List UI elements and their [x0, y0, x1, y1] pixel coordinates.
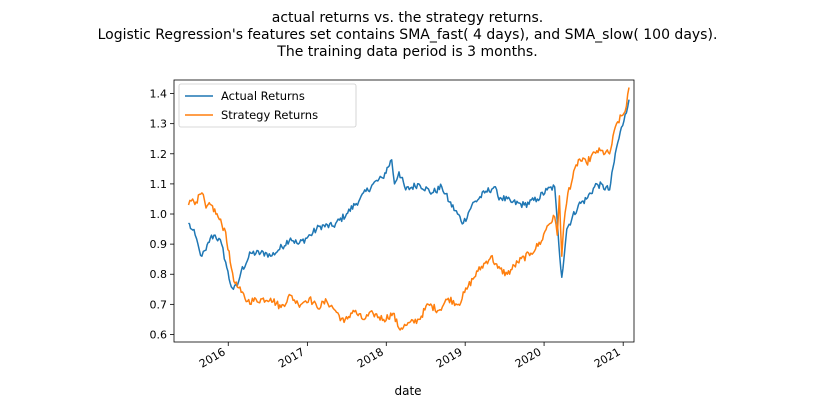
chart-title-line-3: The training data period is 3 months.: [277, 44, 538, 60]
y-tick-label: 0.6: [150, 328, 168, 341]
chart-title-line-1: actual returns vs. the strategy returns.: [271, 10, 544, 26]
y-tick-label: 1.2: [150, 148, 168, 161]
y-axis: 0.6 0.7 0.8 0.9 1.0 1.1 1.2 1.3 1.4: [150, 88, 174, 341]
legend-box: [178, 83, 357, 128]
x-tick-label-2018: 2018: [355, 345, 386, 370]
y-tick-label: 0.9: [150, 238, 168, 251]
legend-label-1: Actual Returns: [221, 89, 305, 103]
plot-frame: [173, 79, 635, 343]
legend-label-2: Strategy Returns: [221, 108, 318, 122]
x-axis-label: date: [394, 384, 421, 398]
y-tick-label: 0.7: [150, 298, 168, 311]
y-tick-label: 1.1: [150, 178, 168, 191]
y-tick-label: 0.8: [150, 268, 168, 281]
series-layer: [187, 87, 630, 331]
series-line-1: [187, 99, 630, 291]
y-tick-label: 1.4: [150, 88, 168, 101]
x-tick-label-2017: 2017: [276, 345, 307, 370]
series-line-2: [187, 87, 630, 331]
x-tick-label-2020: 2020: [513, 345, 544, 370]
x-axis: 2016 2017 2018 2019 2020 2021: [197, 342, 624, 371]
y-tick-label: 1.0: [150, 208, 168, 221]
x-tick-label-2019: 2019: [434, 345, 465, 370]
legend: Actual Returns Strategy Returns: [178, 83, 357, 128]
x-tick-label-2016: 2016: [197, 345, 228, 370]
x-tick-label-2021: 2021: [592, 345, 623, 370]
chart-title-line-2: Logistic Regression's features set conta…: [97, 27, 718, 43]
y-tick-label: 1.3: [150, 118, 168, 131]
